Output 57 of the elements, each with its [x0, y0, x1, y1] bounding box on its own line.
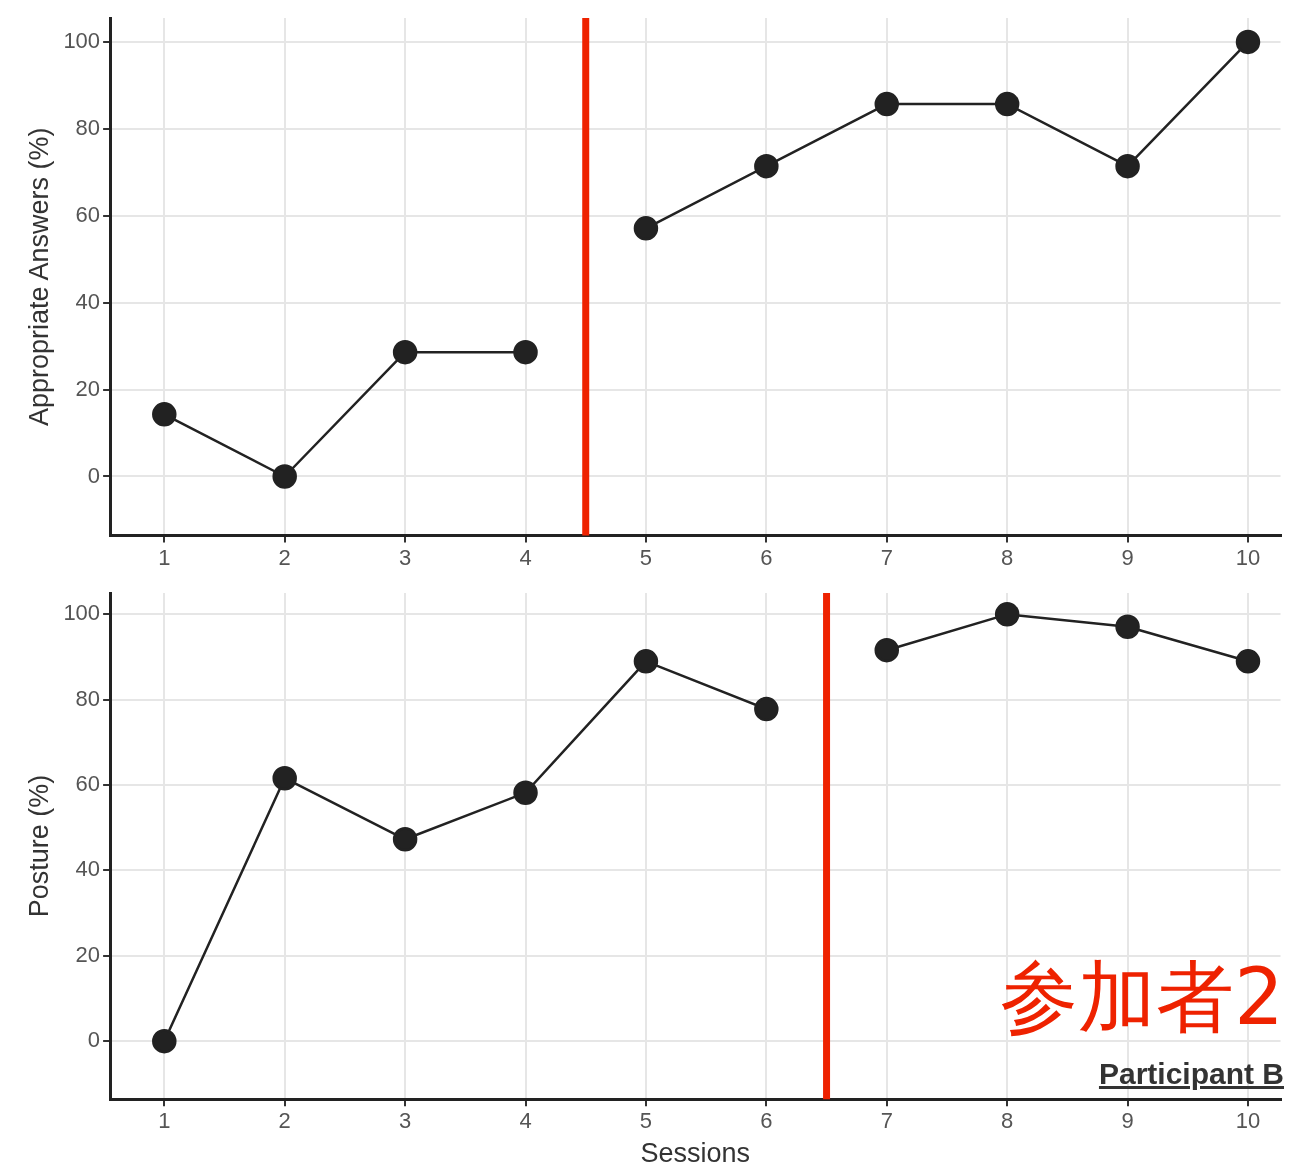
x-axis-title: Sessions [640, 1138, 751, 1169]
y-tick-label: 100 [63, 27, 101, 53]
y-tick-label: 40 [75, 288, 101, 314]
x-tick-label: 9 [1121, 544, 1134, 570]
y-tick-label: 0 [87, 462, 101, 488]
x-tick-label: 4 [519, 1108, 532, 1134]
x-tick-label: 5 [639, 544, 653, 570]
point [1115, 153, 1140, 179]
point [392, 827, 418, 852]
y-tick-label: 80 [75, 685, 101, 711]
point [272, 765, 297, 791]
x-tick-label: 8 [1001, 1108, 1014, 1134]
x-tick-label: 10 [1235, 1108, 1261, 1134]
point [1115, 614, 1140, 639]
y-tick-label: 100 [63, 600, 101, 626]
y-tick-label: 60 [75, 771, 101, 797]
x-tick-label: 6 [760, 1108, 773, 1134]
point [392, 339, 418, 365]
x-tick-label: 10 [1235, 544, 1261, 570]
x-tick-label: 9 [1121, 1108, 1134, 1134]
y-tick-label: 20 [75, 375, 101, 401]
point [513, 339, 538, 365]
point [633, 216, 659, 241]
x-tick-label: 4 [519, 544, 532, 570]
point [1235, 29, 1261, 55]
x-tick-label: 5 [639, 1108, 653, 1134]
x-tick-label: 3 [398, 1108, 412, 1134]
y-tick-label: 80 [75, 114, 101, 140]
x-tick-label: 2 [278, 1108, 291, 1134]
x-tick-label: 2 [278, 544, 291, 570]
y-tick-label: 40 [75, 856, 101, 882]
point [874, 637, 900, 663]
point [874, 91, 900, 117]
point [994, 602, 1020, 627]
annotation: Participant B [1098, 1057, 1284, 1091]
y-axis-title: Appropriate Answers (%) [23, 127, 54, 427]
point [754, 153, 779, 179]
x-tick-label: 1 [158, 544, 171, 570]
x-tick-label: 3 [398, 544, 412, 570]
y-axis-title: Posture (%) [23, 774, 54, 918]
x-tick-label: 1 [158, 1108, 171, 1134]
point [152, 1028, 177, 1054]
x-tick-label: 7 [880, 544, 893, 570]
x-tick-label: 6 [760, 544, 773, 570]
point [152, 402, 177, 427]
x-tick-label: 8 [1001, 544, 1014, 570]
x-tick-label: 7 [880, 1108, 893, 1134]
y-tick-label: 20 [75, 941, 101, 967]
point [754, 696, 779, 722]
point [272, 464, 297, 489]
annotation: 参加者2 [1000, 951, 1284, 1044]
y-tick-label: 60 [75, 201, 101, 227]
point [633, 649, 659, 674]
point [994, 91, 1020, 117]
point [1235, 649, 1261, 674]
point [513, 780, 538, 805]
y-tick-label: 0 [87, 1027, 101, 1053]
